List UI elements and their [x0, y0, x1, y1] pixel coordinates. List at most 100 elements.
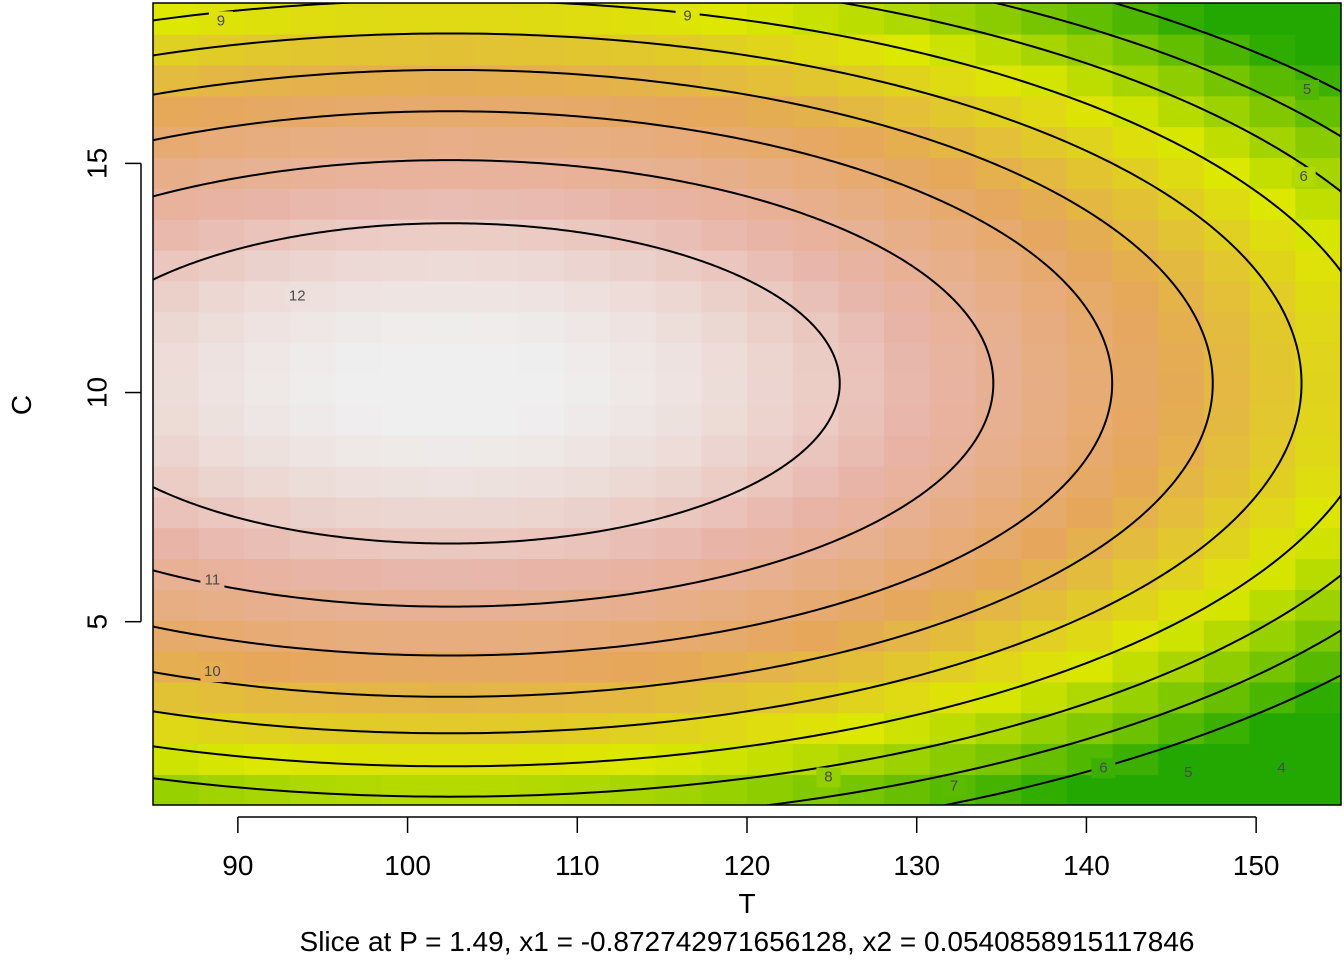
heatmap-cell [290, 434, 337, 467]
heatmap-cell [975, 373, 1022, 405]
heatmap-cell [1158, 527, 1205, 560]
heatmap-cell [1112, 342, 1160, 374]
heatmap-cell [335, 3, 383, 35]
heatmap-cell [290, 650, 337, 683]
heatmap-cell [1066, 3, 1114, 35]
heatmap-cell [747, 218, 794, 251]
heatmap-cell [1112, 774, 1160, 805]
heatmap-cell [747, 712, 794, 745]
heatmap-cell [427, 249, 474, 282]
heatmap-cell [153, 434, 200, 467]
heatmap-cell [381, 249, 428, 282]
heatmap-cell [747, 434, 794, 467]
heatmap-cell [290, 95, 337, 128]
heatmap-cell [655, 342, 703, 374]
heatmap-cell [1249, 712, 1297, 745]
heatmap-cell [153, 157, 200, 189]
heatmap-cell [747, 404, 794, 436]
heatmap-cell [244, 126, 291, 159]
heatmap-cell [335, 95, 383, 128]
heatmap-cell [381, 558, 428, 590]
heatmap-cell [1021, 650, 1068, 683]
heatmap-cell [518, 373, 566, 405]
heatmap-cell [1249, 218, 1297, 251]
heatmap-cell [1021, 188, 1068, 220]
heatmap-cell [335, 249, 383, 282]
heatmap-cell [792, 280, 840, 313]
heatmap-cell [518, 33, 566, 66]
heatmap-cell [1021, 157, 1068, 189]
heatmap-cell [1295, 3, 1341, 35]
heatmap-cell [701, 527, 748, 560]
heatmap-cell [564, 64, 611, 97]
heatmap-cell [1158, 95, 1205, 128]
heatmap-cell [153, 496, 200, 529]
heatmap-cell [518, 650, 566, 683]
heatmap-cell [1249, 496, 1297, 529]
contour-label: 6 [1099, 759, 1107, 776]
heatmap-cell [975, 280, 1022, 313]
heatmap-cell [1203, 465, 1251, 498]
heatmap-cell [701, 373, 748, 405]
heatmap-cell [290, 64, 337, 97]
heatmap-cell [335, 619, 383, 652]
heatmap-cell [198, 126, 246, 159]
heatmap-cell [153, 650, 200, 683]
heatmap-cell [290, 157, 337, 189]
heatmap-cell [1158, 496, 1205, 529]
heatmap-cell [518, 743, 566, 775]
heatmap-cell [564, 95, 611, 128]
heatmap-cell [427, 774, 474, 805]
heatmap-cell [792, 157, 840, 189]
heatmap-cell [335, 496, 383, 529]
heatmap-cell [609, 465, 657, 498]
contour-label-background [942, 776, 967, 797]
heatmap-cell [1249, 527, 1297, 560]
heatmap-cell [335, 558, 383, 590]
heatmap-cell [427, 342, 474, 374]
heatmap-cell [1295, 33, 1341, 66]
heatmap-cell [472, 558, 520, 590]
heatmap-cell [975, 33, 1022, 66]
heatmap-cell [427, 373, 474, 405]
heatmap-cell [1203, 434, 1251, 467]
heatmap-cell [472, 3, 520, 35]
heatmap-cell [1112, 465, 1160, 498]
heatmap-cell [518, 527, 566, 560]
x-tick-label: 90 [222, 850, 253, 881]
plot-frame [152, 2, 1342, 806]
heatmap-cell [1295, 558, 1341, 590]
heatmap-cell [792, 681, 840, 714]
heatmap-cell [244, 496, 291, 529]
heatmap-cell [1203, 743, 1251, 775]
heatmap-cell [335, 712, 383, 745]
x-tick-label: 150 [1233, 850, 1280, 881]
heatmap-cell [655, 681, 703, 714]
y-tick-label: 5 [81, 614, 112, 630]
heatmap-cell [929, 527, 977, 560]
heatmap-cell [153, 342, 200, 374]
contour-label-background [208, 11, 233, 32]
contour-label-background [200, 570, 225, 591]
heatmap-cell [609, 33, 657, 66]
heatmap-cell [747, 342, 794, 374]
heatmap-cell [1021, 558, 1068, 590]
heatmap-cell [290, 558, 337, 590]
heatmap-cell [747, 280, 794, 313]
heatmap-cell [244, 373, 291, 405]
heatmap-cell [198, 712, 246, 745]
heatmap-cell [1112, 527, 1160, 560]
heatmap-cell [472, 404, 520, 436]
contour-label: 9 [217, 12, 225, 29]
heatmap-cell [1112, 589, 1160, 621]
contour-label: 11 [205, 571, 221, 588]
heatmap-cell [472, 743, 520, 775]
heatmap-cell [518, 126, 566, 159]
heatmap-cell [884, 404, 931, 436]
heatmap-cell [655, 743, 703, 775]
heatmap-cell [975, 434, 1022, 467]
heatmap-cell [1158, 404, 1205, 436]
heatmap-cell [1295, 126, 1341, 159]
heatmap-cell [290, 342, 337, 374]
heatmap-cell [1295, 619, 1341, 652]
